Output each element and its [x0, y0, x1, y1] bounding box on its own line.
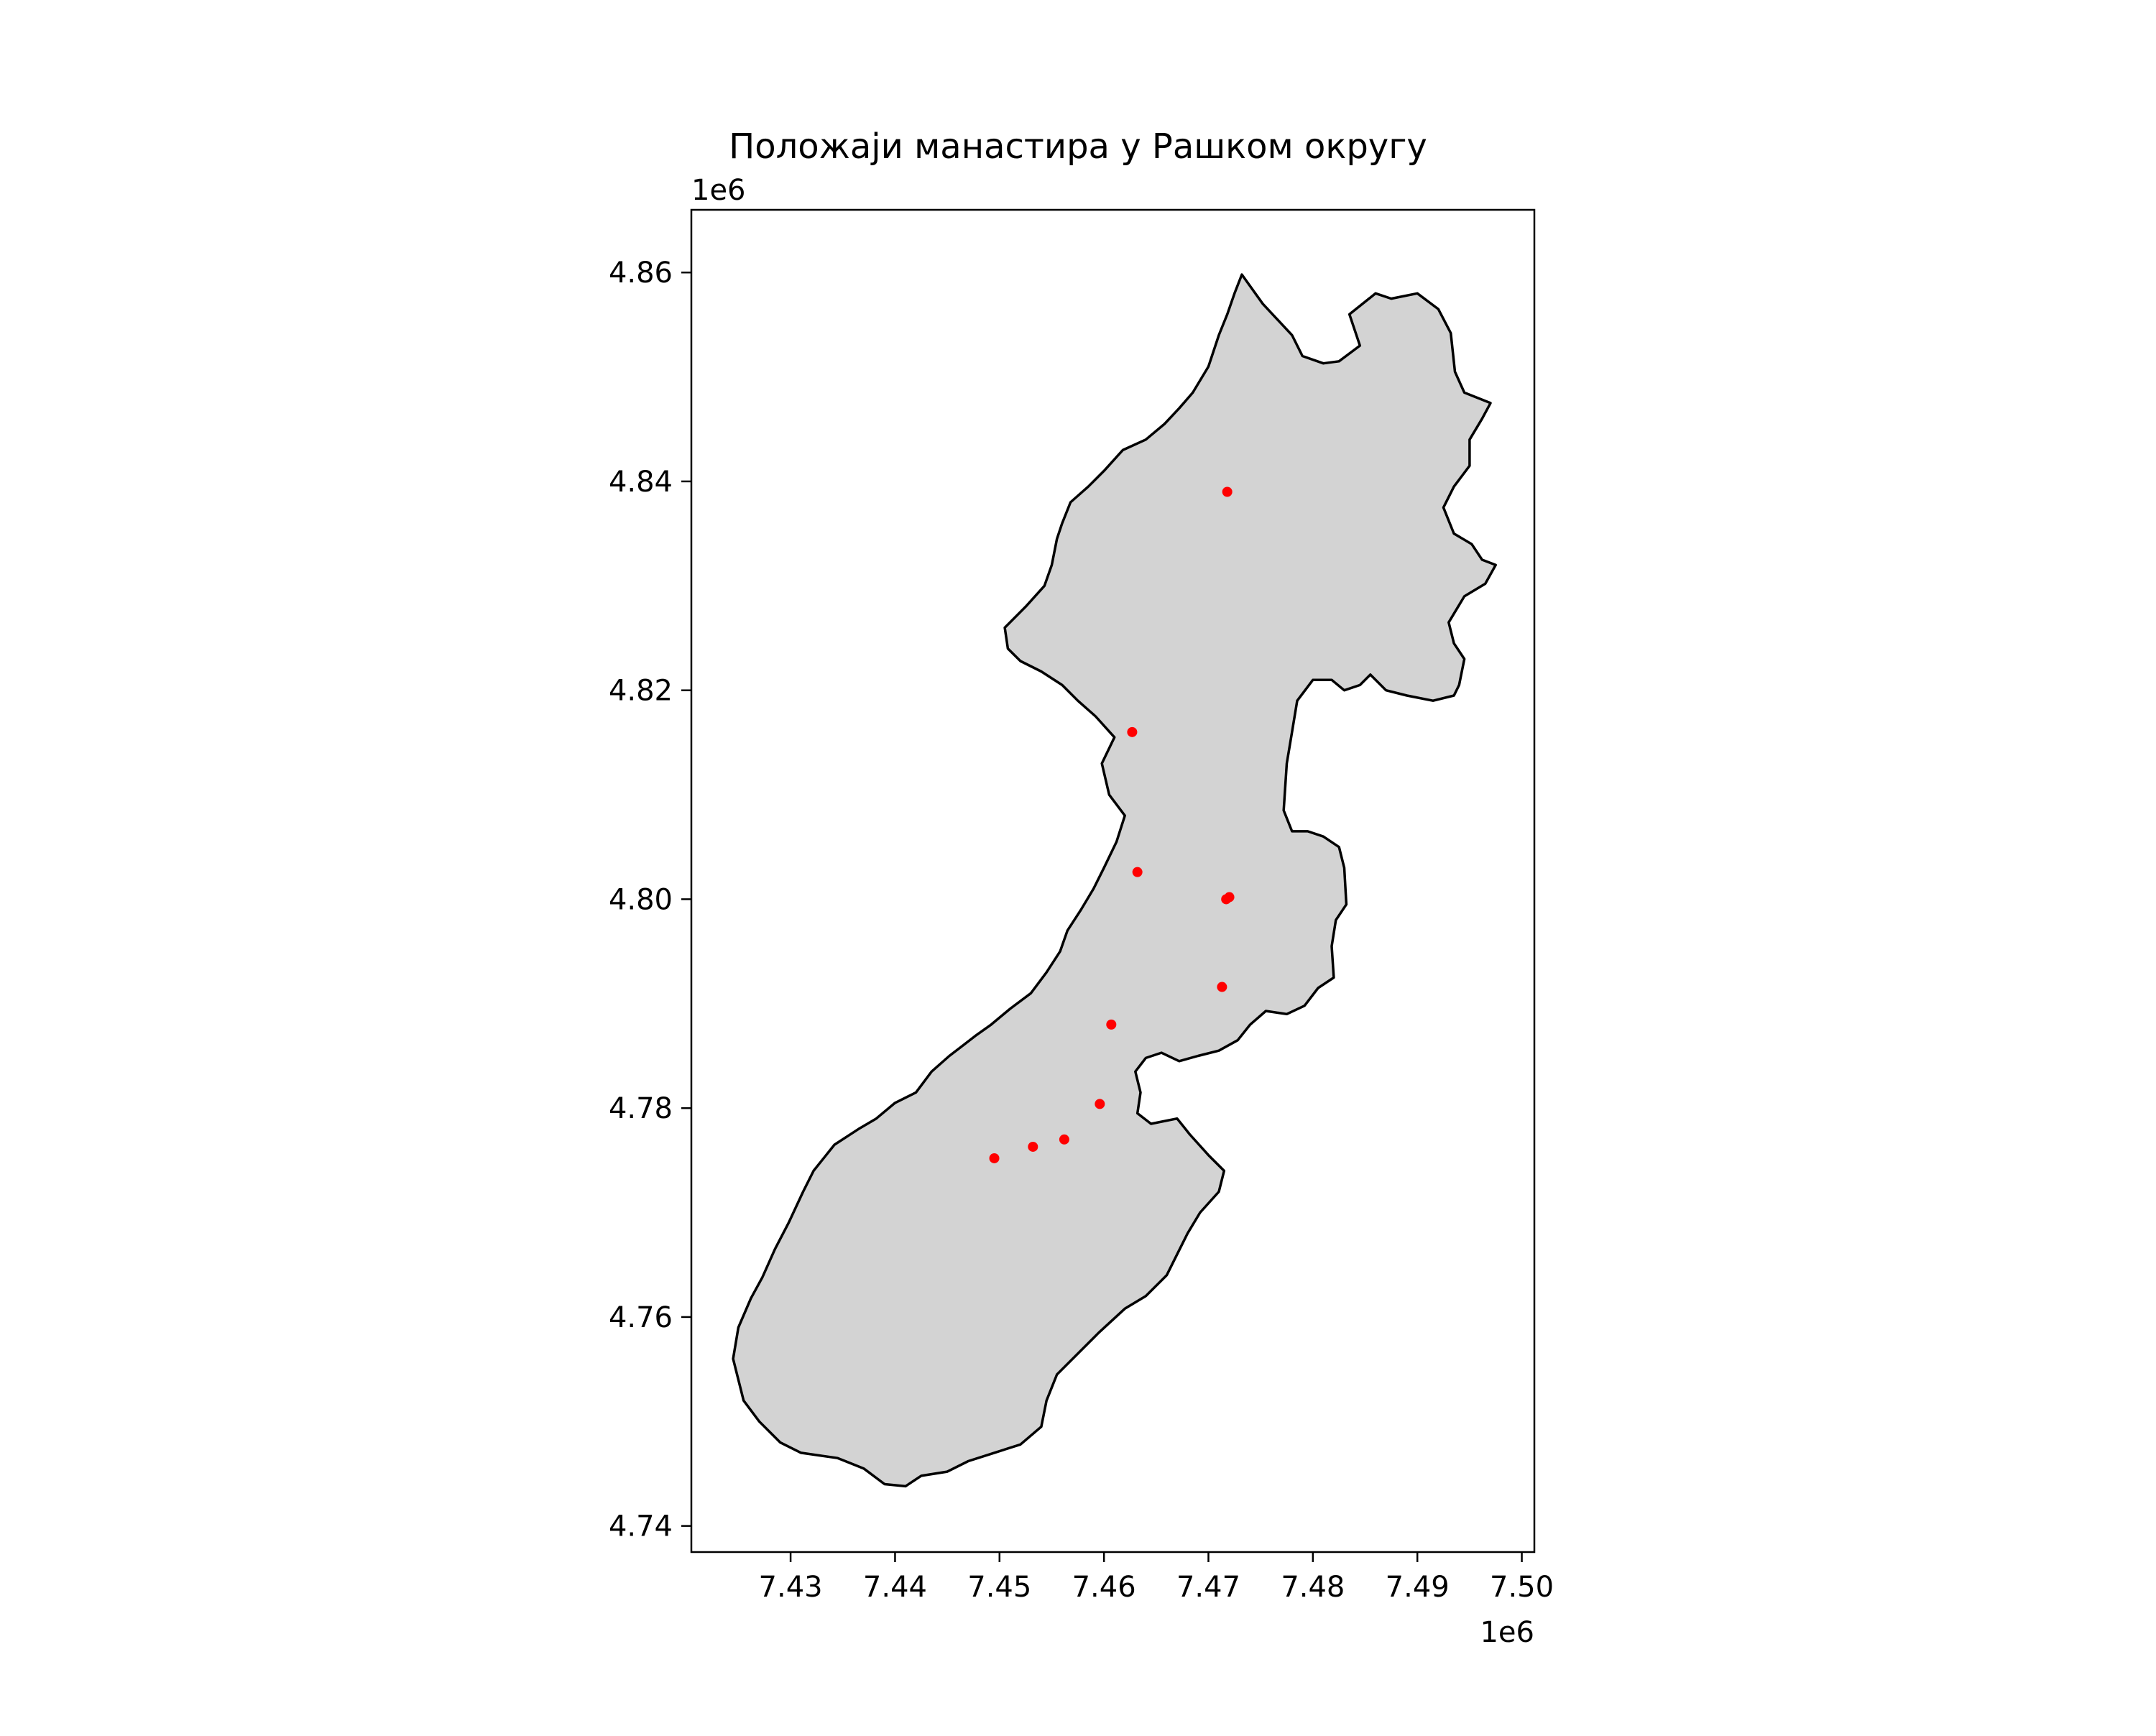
y-tick-label: 4.74: [609, 1510, 673, 1543]
monastery-point-11: [989, 1153, 1000, 1163]
y-axis-offset-label: 1e6: [691, 174, 746, 207]
monastery-point-6: [1217, 982, 1227, 992]
y-axis: 4.74 4.76 4.78 4.80 4.82 4.84 4.86: [609, 257, 691, 1543]
monastery-point-7: [1106, 1019, 1117, 1030]
region-boundary: [732, 273, 1497, 1488]
x-tick-label: 7.47: [1176, 1571, 1240, 1604]
x-tick-label: 7.44: [863, 1571, 927, 1604]
monastery-point-1: [1222, 486, 1233, 497]
x-tick-label: 7.45: [967, 1571, 1031, 1604]
monastery-point-3: [1132, 867, 1143, 877]
plot-area: [690, 208, 1536, 1553]
y-tick-label: 4.84: [609, 466, 673, 499]
monastery-point-9: [1059, 1134, 1069, 1145]
x-tick-label: 7.50: [1490, 1571, 1554, 1604]
y-tick-label: 4.78: [609, 1092, 673, 1125]
monastery-point-5: [1224, 892, 1235, 902]
x-tick-label: 7.49: [1386, 1571, 1450, 1604]
monastery-point-8: [1095, 1099, 1105, 1109]
axes-frame: [690, 208, 1536, 1553]
x-tick-label: 7.46: [1072, 1571, 1136, 1604]
y-tick-label: 4.82: [609, 675, 673, 708]
x-axis-offset-label: 1e6: [1480, 1616, 1534, 1649]
monastery-points: [989, 486, 1235, 1163]
monastery-point-10: [1028, 1141, 1038, 1152]
y-tick-label: 4.80: [609, 883, 673, 916]
x-axis: 7.43 7.44 7.45 7.46 7.47 7.48 7.49 7.50: [759, 1552, 1554, 1604]
chart-title: Положаји манастира у Рашком округу: [729, 126, 1427, 167]
x-tick-label: 7.43: [759, 1571, 823, 1604]
monastery-point-2: [1127, 726, 1138, 737]
x-tick-label: 7.48: [1281, 1571, 1345, 1604]
y-tick-label: 4.76: [609, 1301, 673, 1334]
y-tick-label: 4.86: [609, 257, 673, 290]
